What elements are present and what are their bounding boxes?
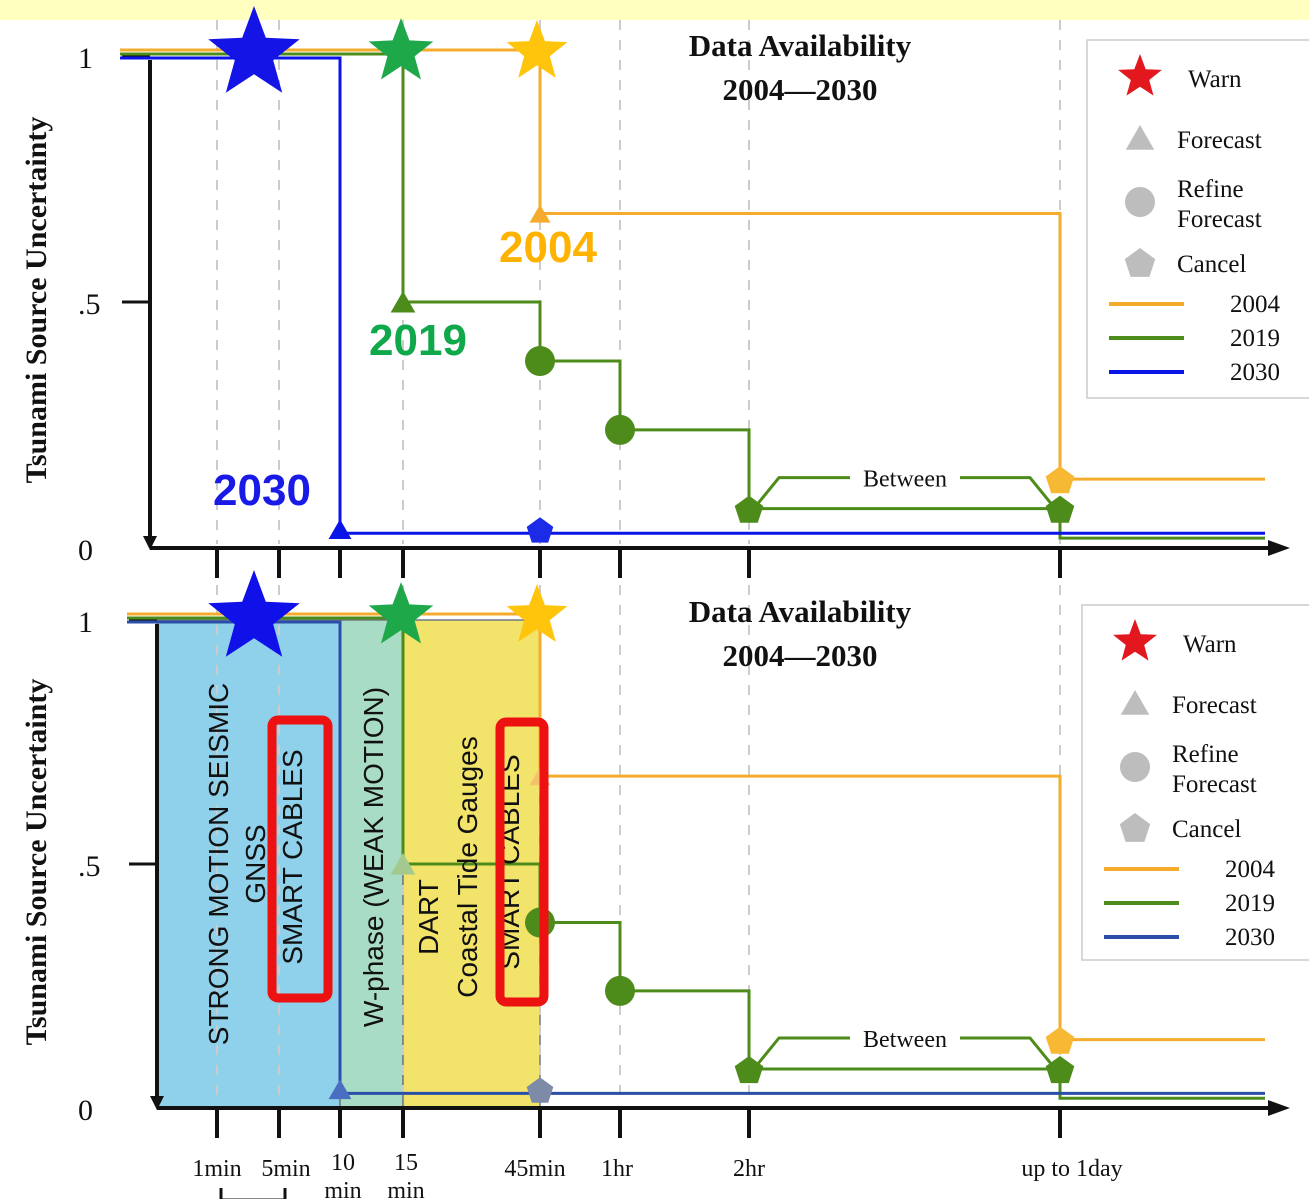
series-line-2004 [120,48,1265,481]
legend-label: Forecast [1172,692,1257,719]
smart-cables-highlight-box [495,717,549,1007]
between-label: Between [863,1027,947,1053]
between-bracket [960,1036,1054,1066]
series-line-2030 [120,56,1265,535]
x-tick-label: 15 [394,1150,418,1176]
warn-star-2030 [208,570,300,657]
cancel-marker-2019 [1045,495,1075,523]
forecast-marker-2030 [328,519,352,540]
refine-marker-2019 [605,414,635,445]
warn-star-2019 [368,18,434,80]
warn-star-2030 [208,6,300,93]
region-label: STRONG MOTION SEISMIC [203,683,234,1045]
x-axis-arrowhead [1268,1100,1290,1116]
year-label-2004: 2004 [499,223,597,272]
warn-star-2004 [506,20,568,78]
chart-subtitle: 2004—2030 [723,72,878,107]
legend-warn-icon [1118,54,1162,96]
chart-title: Data Availability [689,594,912,629]
legend-label: 2019 [1225,890,1275,917]
legend-box [1081,604,1309,961]
y-axis-arrowhead [143,536,157,550]
legend-forecast-icon [1120,690,1150,715]
y-tick-label: .5 [78,288,101,321]
legend-label: Cancel [1172,816,1241,843]
forecast-marker-2019 [390,853,416,875]
data-source-region [156,619,341,1109]
legend-label: Warn [1188,66,1242,93]
legend-label: 2004 [1230,291,1281,318]
x-tick-label: 10 [331,1150,355,1176]
legend-label: 2019 [1230,325,1280,352]
y-tick-label: 1 [78,42,93,75]
x-tick-label: min [324,1178,361,1199]
x-tick-label: 2hr [733,1156,765,1182]
region-label: GNSS [240,824,271,903]
forecast-marker-2004 [529,204,551,223]
x-tick-label: up to 1day [1021,1156,1122,1182]
warn-star-2019 [368,582,434,644]
x-tick-label: min [387,1178,424,1199]
interval-bracket [219,1188,287,1202]
y-axis-label: Tsunami Source Uncertainty [20,679,53,1046]
region-label: SMART CABLES [277,749,308,964]
legend-label: Refine [1177,176,1244,203]
legend-label: 2030 [1225,924,1275,951]
cancel-marker-2030 [526,1077,554,1103]
y-tick-label: .5 [78,850,101,883]
legend-cancel-icon [1124,248,1156,277]
between-bracket [960,476,1054,506]
region-label: DART [413,879,444,955]
between-label: Between [863,467,947,493]
y-tick-label: 1 [78,606,93,639]
legend-cancel-icon [1119,813,1151,842]
legend-forecast-icon [1125,125,1155,150]
legend-label: Forecast [1177,127,1262,154]
refine-marker-2019 [605,975,635,1006]
cancel-marker-2004 [1045,1026,1075,1054]
forecast-marker-2030 [328,1079,352,1100]
between-bracket [755,476,850,506]
forecast-marker-2019 [390,291,416,313]
cancel-marker-2019 [734,495,764,523]
chart-title: Data Availability [689,28,912,63]
cancel-marker-2019 [1045,1056,1075,1084]
legend-label: Forecast [1177,206,1262,233]
refine-marker-2019 [525,346,555,377]
region-label: W-phase (WEAK MOTION) [358,687,389,1027]
y-tick-label: 0 [78,1094,93,1127]
chart-subtitle: 2004—2030 [723,638,878,673]
legend-label: Warn [1183,631,1237,658]
between-bracket [755,1036,850,1066]
legend-refine-icon [1125,187,1155,217]
y-axis-arrowhead [150,1096,164,1110]
x-tick-label: 45min [504,1156,565,1182]
cancel-marker-2004 [1045,466,1075,494]
warn-star-2004 [506,584,568,642]
cancel-marker-2030 [526,517,554,543]
cancel-marker-2019 [734,1056,764,1084]
legend-label: Refine [1172,741,1239,768]
series-line-2004 [127,612,1265,1042]
region-label: Coastal Tide Gauges [452,736,483,998]
y-tick-label: 0 [78,534,93,567]
y-axis-label: Tsunami Source Uncertainty [20,117,53,484]
top-highlight-band [0,0,1309,20]
legend-label: Cancel [1177,251,1246,278]
smart-cables-highlight-box [267,715,333,1003]
x-axis-arrowhead [1268,540,1290,556]
legend-label: Forecast [1172,771,1257,798]
x-tick-label: 1min [192,1156,241,1182]
legend-warn-icon [1113,619,1157,661]
legend-label: 2004 [1225,856,1276,883]
x-tick-label: 5min [261,1156,310,1182]
year-label-2030: 2030 [213,466,311,515]
x-tick-label: 1hr [601,1156,633,1182]
year-label-2019: 2019 [369,316,467,365]
legend-label: 2030 [1230,359,1280,386]
legend-refine-icon [1120,752,1150,782]
